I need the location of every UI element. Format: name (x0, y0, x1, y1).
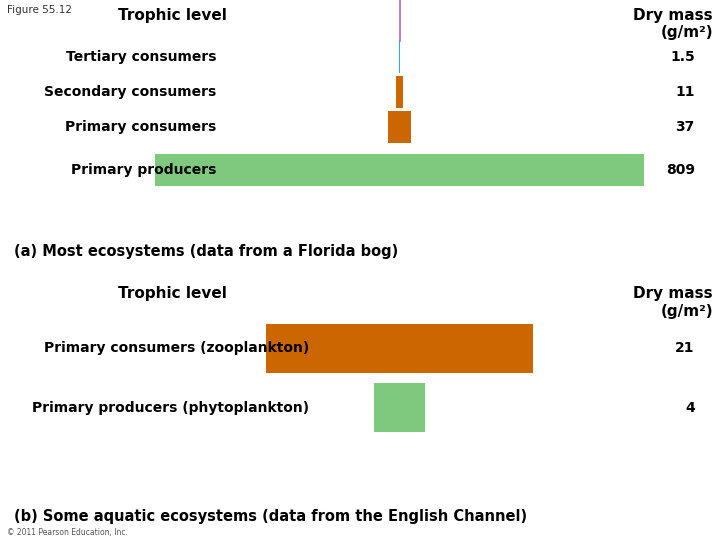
Text: Primary consumers: Primary consumers (65, 120, 216, 134)
Text: Dry mass
(g/m²): Dry mass (g/m²) (634, 286, 713, 319)
Bar (388, 111, 411, 143)
Text: 809: 809 (666, 163, 695, 177)
Text: 21: 21 (675, 341, 695, 355)
Text: 1.5: 1.5 (670, 50, 695, 64)
Text: Secondary consumers: Secondary consumers (44, 85, 216, 99)
Text: 4: 4 (685, 401, 695, 415)
Bar (266, 324, 533, 373)
Text: (a) Most ecosystems (data from a Florida bog): (a) Most ecosystems (data from a Florida… (14, 244, 399, 259)
Text: Trophic level: Trophic level (118, 286, 228, 301)
Text: (b) Some aquatic ecosystems (data from the English Channel): (b) Some aquatic ecosystems (data from t… (14, 509, 528, 524)
Text: 11: 11 (675, 85, 695, 99)
Text: Tertiary consumers: Tertiary consumers (66, 50, 216, 64)
Text: Primary consumers (zooplankton): Primary consumers (zooplankton) (45, 341, 310, 355)
Text: Primary producers (phytoplankton): Primary producers (phytoplankton) (32, 401, 310, 415)
Bar (374, 383, 425, 432)
Text: Dry mass
(g/m²): Dry mass (g/m²) (634, 8, 713, 40)
Bar (396, 76, 403, 108)
Bar (399, 40, 400, 73)
Text: Figure 55.12: Figure 55.12 (7, 5, 72, 16)
Bar (155, 154, 644, 186)
Text: Primary producers: Primary producers (71, 163, 216, 177)
Text: © 2011 Pearson Education, Inc.: © 2011 Pearson Education, Inc. (7, 528, 128, 537)
Text: Trophic level: Trophic level (118, 8, 228, 23)
Text: 37: 37 (675, 120, 695, 134)
